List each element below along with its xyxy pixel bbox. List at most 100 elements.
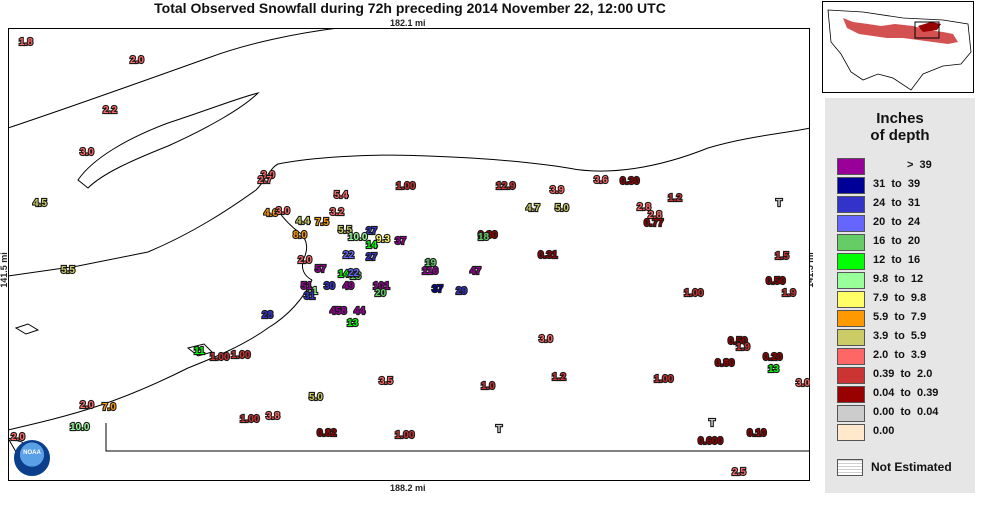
station-snowfall-value: 2.8	[648, 210, 662, 221]
station-snowfall-value: T	[776, 198, 782, 209]
map-frame	[8, 28, 810, 481]
station-snowfall-value: 1.00	[684, 288, 704, 299]
legend-range-label: > 39	[907, 159, 932, 171]
legend-heading-line2: of depth	[870, 127, 930, 144]
station-snowfall-value: 1.00	[396, 181, 416, 192]
station-snowfall-value: 0.82	[317, 428, 337, 439]
legend-row: 24 to 31	[837, 196, 972, 213]
station-snowfall-value: T	[496, 424, 502, 435]
station-snowfall-value: 12.9	[496, 181, 516, 192]
legend-range-label: 5.9 to 7.9	[873, 311, 927, 323]
legend-row: > 39	[837, 158, 972, 175]
station-snowfall-value: 44	[354, 306, 366, 317]
station-snowfall-value: 20	[375, 288, 387, 299]
station-snowfall-value: 3.6	[594, 175, 608, 186]
station-snowfall-value: 47	[470, 266, 482, 277]
legend-row: 3.9 to 5.9	[837, 329, 972, 346]
station-snowfall-value: 0.30	[478, 230, 498, 241]
station-snowfall-value: 0.10	[747, 428, 767, 439]
legend-range-label: 0.04 to 0.39	[873, 387, 939, 399]
station-snowfall-value: 3.0	[276, 206, 290, 217]
legend-swatch	[837, 424, 865, 441]
noaa-logo-text: NOAA	[23, 450, 41, 456]
legend-row: 12 to 16	[837, 253, 972, 270]
station-snowfall-value: 4.6	[264, 208, 278, 219]
legend-row: 2.0 to 3.9	[837, 348, 972, 365]
station-snowfall-value: 3.0	[796, 378, 810, 389]
station-snowfall-value: 11	[307, 286, 318, 297]
legend-row: 20 to 24	[837, 215, 972, 232]
station-snowfall-value: 4.4	[296, 216, 310, 227]
station-snowfall-value: 0.31	[538, 250, 558, 261]
noaa-logo: NOAA	[14, 440, 50, 476]
station-snowfall-value: 116	[422, 266, 439, 277]
station-snowfall-value: 3.5	[379, 376, 393, 387]
legend-not-estimated: Not Estimated	[837, 459, 975, 476]
station-snowfall-value: 13	[347, 318, 359, 329]
legend-row: 9.8 to 12	[837, 272, 972, 289]
legend-range-label: 20 to 24	[873, 216, 921, 228]
station-snowfall-value: 1.00	[654, 374, 674, 385]
station-snowfall-value: 2.2	[103, 105, 117, 116]
coastline-peninsula	[77, 92, 260, 189]
legend-heading-line1: Inches	[876, 110, 924, 127]
map-title: Total Observed Snowfall during 72h prece…	[154, 0, 666, 16]
station-snowfall-value: 9.3	[376, 234, 390, 245]
station-snowfall-value: 27	[366, 252, 378, 263]
legend-not-estimated-swatch	[837, 459, 863, 476]
state-boundary	[105, 423, 810, 452]
legend-range-label: 0.39 to 2.0	[873, 368, 933, 380]
station-snowfall-value: 7.5	[315, 217, 329, 228]
station-snowfall-value: 3.8	[266, 411, 280, 422]
station-snowfall-value: 2.8	[637, 202, 651, 213]
station-snowfall-value: 1.9	[782, 288, 796, 299]
station-snowfall-value: 14	[338, 269, 350, 280]
station-snowfall-value: 0.77	[644, 218, 664, 229]
legend-row: 5.9 to 7.9	[837, 310, 972, 327]
snowfall-map[interactable]: 1.82.02.23.04.55.53.02.75.41.00 12.9 3.93.…	[8, 28, 810, 481]
station-snowfall-value: 0.600	[698, 436, 723, 447]
station-snowfall-value: 3.9	[550, 185, 564, 196]
island-south	[186, 343, 213, 357]
legend-row: 0.00 to 0.04	[837, 405, 972, 422]
station-snowfall-value: 31	[304, 291, 316, 302]
station-snowfall-value: 1.2	[552, 372, 566, 383]
scale-top-distance: 182.1 mi	[390, 18, 426, 28]
legend-swatch	[837, 253, 865, 270]
station-snowfall-value: 1.9	[736, 342, 750, 353]
station-snowfall-value: 51	[301, 281, 313, 292]
legend-swatch	[837, 405, 865, 422]
station-labels: 1.82.02.23.04.55.53.02.75.41.00 12.9 3.93.…	[10, 36, 810, 479]
station-snowfall-value: T	[709, 418, 715, 429]
legend-range-label: 24 to 31	[873, 197, 921, 209]
station-snowfall-value: 4.7	[526, 203, 540, 214]
inset-overview-map	[822, 1, 974, 93]
legend-range-label: 3.9 to 5.9	[873, 330, 927, 342]
island-west	[14, 323, 40, 335]
legend-range-label: 9.8 to 12	[873, 273, 924, 285]
station-snowfall-value: 5.4	[334, 190, 348, 201]
legend-range-label: 7.9 to 9.8	[873, 292, 927, 304]
station-snowfall-value: 0.30	[620, 176, 640, 187]
station-snowfall-value: 5.0	[309, 392, 323, 403]
station-snowfall-value: 7.0	[102, 402, 116, 413]
coastline-lake-superior-south	[8, 127, 810, 277]
legend-swatch	[837, 367, 865, 384]
scale-bottom-distance: 188.2 mi	[390, 483, 426, 493]
station-snowfall-value: 458	[330, 306, 347, 317]
station-snowfall-value: 5.5	[338, 225, 352, 236]
legend-swatch	[837, 215, 865, 232]
legend-row: 0.04 to 0.39	[837, 386, 972, 403]
station-snowfall-value: 1.00	[395, 430, 415, 441]
station-snowfall-value: 28	[262, 310, 274, 321]
station-snowfall-value: 0.50	[728, 336, 748, 347]
legend-row: 7.9 to 9.8	[837, 291, 972, 308]
station-snowfall-value: 3.0	[80, 147, 94, 158]
station-snowfall-value: 5.0	[555, 203, 569, 214]
legend-range-label: 31 to 39	[873, 178, 921, 190]
station-snowfall-value: 1.2	[668, 193, 682, 204]
station-snowfall-value: 2.0	[130, 55, 144, 66]
legend-swatch	[837, 158, 865, 175]
inset-snowfall-core	[918, 22, 941, 32]
legend-row: 0.39 to 2.0	[837, 367, 972, 384]
